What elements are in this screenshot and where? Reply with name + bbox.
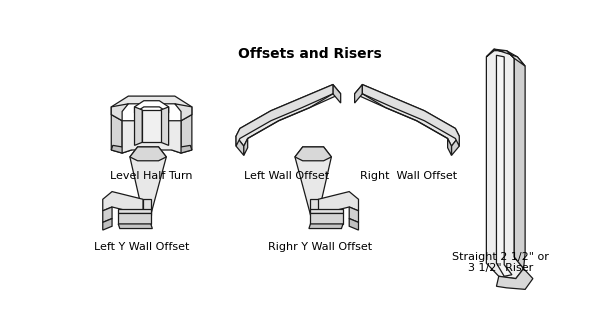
Polygon shape bbox=[448, 139, 451, 156]
Polygon shape bbox=[134, 107, 142, 145]
Polygon shape bbox=[497, 269, 533, 289]
Text: Left Y Wall Offset: Left Y Wall Offset bbox=[94, 243, 189, 252]
Polygon shape bbox=[295, 147, 332, 215]
Polygon shape bbox=[130, 147, 166, 215]
Text: Right  Wall Offset: Right Wall Offset bbox=[361, 171, 457, 181]
Polygon shape bbox=[103, 192, 143, 215]
Polygon shape bbox=[362, 84, 459, 146]
Polygon shape bbox=[175, 104, 192, 121]
Polygon shape bbox=[355, 84, 459, 146]
Polygon shape bbox=[309, 224, 343, 229]
Polygon shape bbox=[103, 207, 112, 222]
Polygon shape bbox=[310, 199, 318, 215]
Polygon shape bbox=[486, 49, 523, 279]
Polygon shape bbox=[181, 114, 192, 153]
Polygon shape bbox=[451, 136, 459, 156]
Text: Level Half Turn: Level Half Turn bbox=[110, 171, 193, 181]
Polygon shape bbox=[118, 224, 152, 229]
Polygon shape bbox=[142, 110, 161, 142]
Polygon shape bbox=[103, 218, 112, 230]
Polygon shape bbox=[310, 209, 343, 213]
Polygon shape bbox=[122, 121, 181, 153]
Polygon shape bbox=[143, 199, 151, 215]
Polygon shape bbox=[349, 207, 359, 222]
Polygon shape bbox=[295, 147, 332, 161]
Polygon shape bbox=[486, 49, 525, 66]
Polygon shape bbox=[506, 51, 525, 269]
Polygon shape bbox=[118, 213, 151, 224]
Polygon shape bbox=[244, 139, 247, 156]
Polygon shape bbox=[349, 218, 359, 230]
Polygon shape bbox=[236, 84, 341, 146]
Polygon shape bbox=[236, 136, 244, 156]
Polygon shape bbox=[111, 96, 192, 114]
Polygon shape bbox=[111, 114, 122, 153]
Text: Righr Y Wall Offset: Righr Y Wall Offset bbox=[267, 243, 372, 252]
Text: Straight 2 1/2" or
3 1/2" Riser: Straight 2 1/2" or 3 1/2" Riser bbox=[452, 252, 549, 273]
Polygon shape bbox=[134, 101, 169, 113]
Polygon shape bbox=[318, 192, 359, 215]
Text: Offsets and Risers: Offsets and Risers bbox=[238, 47, 382, 61]
Text: Left Wall Offset: Left Wall Offset bbox=[244, 171, 329, 181]
Polygon shape bbox=[161, 107, 169, 145]
Polygon shape bbox=[111, 145, 131, 153]
Polygon shape bbox=[172, 145, 192, 153]
Polygon shape bbox=[333, 84, 341, 103]
Polygon shape bbox=[130, 147, 166, 161]
Polygon shape bbox=[111, 104, 128, 121]
Polygon shape bbox=[236, 84, 333, 146]
Polygon shape bbox=[118, 209, 151, 213]
Polygon shape bbox=[497, 55, 512, 276]
Polygon shape bbox=[310, 213, 343, 224]
Polygon shape bbox=[355, 84, 362, 103]
